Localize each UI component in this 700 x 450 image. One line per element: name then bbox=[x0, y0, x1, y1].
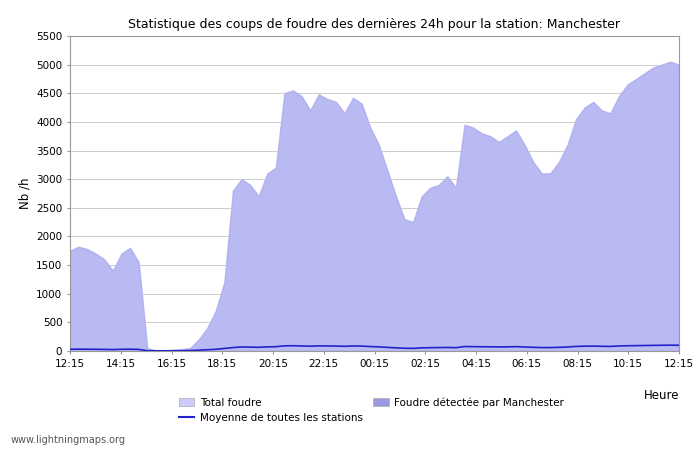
Legend: Total foudre, Moyenne de toutes les stations, Foudre détectée par Manchester: Total foudre, Moyenne de toutes les stat… bbox=[178, 397, 564, 423]
Text: Heure: Heure bbox=[643, 389, 679, 402]
Title: Statistique des coups de foudre des dernières 24h pour la station: Manchester: Statistique des coups de foudre des dern… bbox=[129, 18, 620, 31]
Text: www.lightningmaps.org: www.lightningmaps.org bbox=[10, 435, 125, 445]
Y-axis label: Nb /h: Nb /h bbox=[19, 178, 32, 209]
